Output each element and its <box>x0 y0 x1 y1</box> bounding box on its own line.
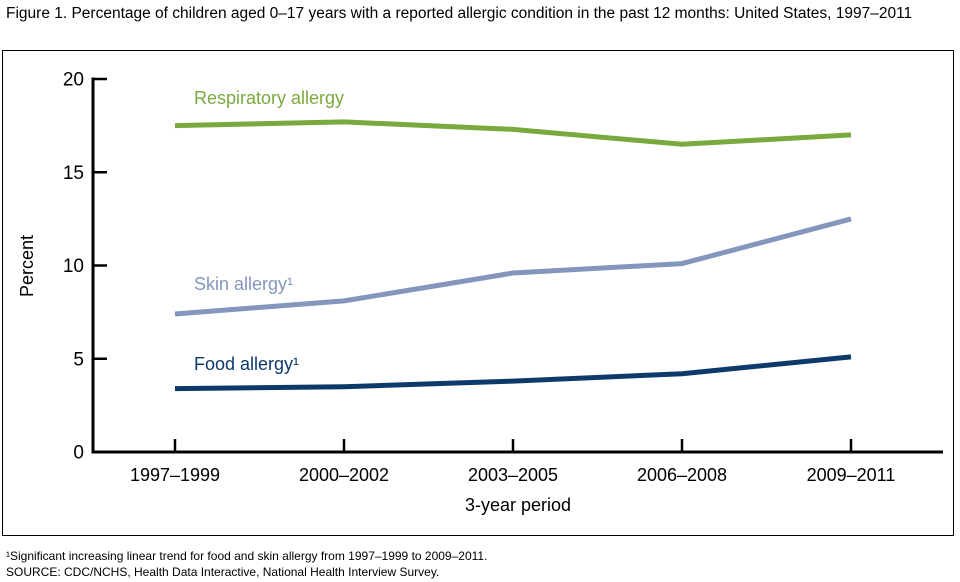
axis-title-y: Percent <box>17 235 37 297</box>
figure-title: Figure 1. Percentage of children aged 0–… <box>6 5 913 22</box>
x-tick-label: 2009–2011 <box>807 465 896 485</box>
y-tick-label: 15 <box>63 163 84 184</box>
y-tick-label: 0 <box>73 443 84 464</box>
series-line-food-allergy <box>174 354 852 392</box>
series-label-food-allergy: Food allergy¹ <box>194 354 299 374</box>
y-tick-label: 5 <box>73 349 84 370</box>
x-tick-label: 2003–2005 <box>468 465 558 485</box>
series-line-respiratory-allergy <box>174 119 852 147</box>
x-tick-label: 1997–1999 <box>130 465 220 485</box>
y-tick-label: 20 <box>63 70 84 91</box>
footnote-significance: ¹Significant increasing linear trend for… <box>6 549 488 563</box>
chart-frame <box>2 50 954 536</box>
y-tick-label: 10 <box>63 256 84 277</box>
series-label-respiratory-allergy: Respiratory allergy <box>194 88 344 108</box>
x-tick-label: 2006–2008 <box>637 465 727 485</box>
axis-title-x: 3-year period <box>465 495 571 515</box>
series-label-skin-allergy: Skin allergy¹ <box>194 274 293 294</box>
series-line-skin-allergy <box>174 216 852 317</box>
x-tick-label: 2000–2002 <box>299 465 389 485</box>
footnote-source: SOURCE: CDC/NCHS, Health Data Interactiv… <box>6 565 440 579</box>
